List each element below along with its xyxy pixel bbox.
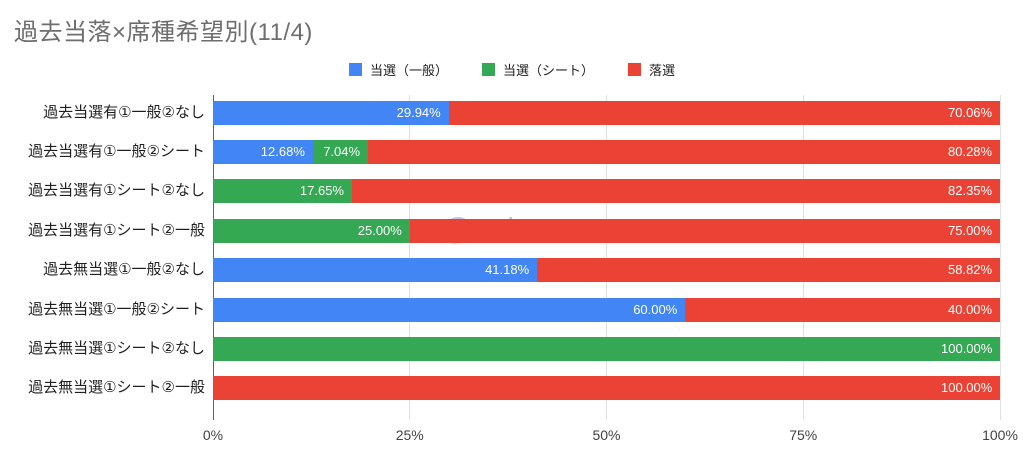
bar-label: 70.06% <box>948 104 993 120</box>
category-label: 過去当選有①一般②なし <box>43 103 205 121</box>
bar-label: 29.94% <box>396 104 441 120</box>
bar-segment[interactable] <box>213 258 538 283</box>
bar-row: 0.00%100.00% <box>213 336 1000 361</box>
chart-title: 過去当落×席種希望別(11/4) <box>14 19 313 46</box>
bar-segment[interactable] <box>409 218 1000 243</box>
gridline <box>409 95 411 420</box>
bar-segment[interactable] <box>213 376 1000 401</box>
bar-segment[interactable] <box>351 179 1000 204</box>
legend-item[interactable]: 落選 <box>628 60 675 79</box>
bar-label: 7.04% <box>323 143 361 159</box>
x-tick-label: 100% <box>982 427 1018 443</box>
bar-row: 41.18%0.00%58.82% <box>213 258 1000 283</box>
bar-label: 100.00% <box>941 340 993 356</box>
category-label: 過去無当選①シート②一般 <box>28 379 205 397</box>
x-tick-label: 50% <box>592 427 621 443</box>
bar-label: 75.00% <box>948 222 993 238</box>
gridline <box>802 95 804 420</box>
bar-label: 58.82% <box>948 262 993 278</box>
gridline <box>999 95 1001 420</box>
bar-segment[interactable] <box>213 336 1000 361</box>
bar-label: 82.35% <box>948 183 993 199</box>
bar-row: 12.68% 7.04% 80.28% <box>213 139 1000 164</box>
bar-label: 80.28% <box>948 143 993 159</box>
x-tick-label: 75% <box>789 427 818 443</box>
bar-segment[interactable] <box>213 218 410 243</box>
legend-label: 当選（一般） <box>369 62 448 78</box>
bar-label: 17.65% <box>299 183 344 199</box>
category-label: 過去当選有①一般②シート <box>28 142 205 160</box>
gridline <box>606 95 607 420</box>
legend-swatch <box>481 62 495 76</box>
bar-row: 60.00%0.00%40.00% <box>213 297 1000 322</box>
bar-label: 25.00% <box>357 222 402 238</box>
legend-label: 当選（シート） <box>502 62 594 78</box>
bar-label: 60.00% <box>633 301 678 317</box>
bar-segment[interactable] <box>448 100 1000 125</box>
bar-segment[interactable] <box>213 139 313 164</box>
legend: 当選（一般） 当選（シート） 落選 <box>0 59 1024 79</box>
bar-segment[interactable] <box>685 297 1000 322</box>
category-label: 過去当選有①シート②一般 <box>28 221 205 239</box>
x-tick-label: 0% <box>202 427 224 443</box>
legend-swatch <box>628 62 641 76</box>
bar-segment[interactable] <box>312 139 369 164</box>
bar-segment[interactable] <box>213 179 352 204</box>
bar-segment[interactable] <box>537 258 1000 283</box>
legend-item[interactable]: 当選（シート） <box>481 60 594 79</box>
bar-label: 12.68% <box>260 143 305 159</box>
y-axis-line <box>212 95 214 420</box>
x-tick-label: 25% <box>395 427 424 443</box>
bar-row: 0.00%0.00%100.00% <box>213 376 1000 401</box>
legend-label: 落選 <box>649 62 676 78</box>
bar-segment[interactable] <box>213 100 449 125</box>
bar-row: 29.94%0.00%70.06% <box>213 100 1000 125</box>
legend-item[interactable]: 当選（一般） <box>348 60 448 79</box>
category-label: 過去無当選①一般②シート <box>28 300 205 318</box>
bar-label: 100.00% <box>941 380 993 396</box>
bar-row: 0.00%25.00%75.00% <box>213 218 1000 243</box>
category-label: 過去無当選①シート②なし <box>28 339 205 357</box>
category-label: 過去当選有①シート②なし <box>28 182 205 200</box>
bar-row: 0.00%17.65%82.35% <box>213 179 1000 204</box>
category-label: 過去無当選①一般②なし <box>43 261 205 279</box>
bar-label: 40.00% <box>948 301 993 317</box>
bar-label: 41.18% <box>485 262 530 278</box>
bar-segment[interactable] <box>213 297 686 322</box>
legend-swatch <box>348 62 362 76</box>
bar-segment[interactable] <box>368 139 1000 164</box>
